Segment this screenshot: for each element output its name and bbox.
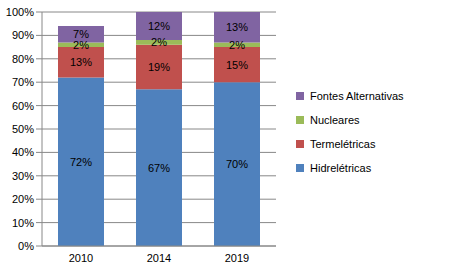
svg-text:90%: 90% — [12, 29, 34, 41]
svg-text:2%: 2% — [151, 36, 167, 48]
svg-text:0%: 0% — [18, 240, 34, 252]
svg-text:2%: 2% — [229, 39, 245, 51]
svg-text:50%: 50% — [12, 123, 34, 135]
svg-text:2%: 2% — [73, 39, 89, 51]
svg-text:10%: 10% — [12, 217, 34, 229]
svg-text:100%: 100% — [8, 6, 34, 18]
svg-text:13%: 13% — [226, 21, 248, 33]
html-text:Termelétricas: Termelétricas — [310, 137, 376, 150]
svg-text:20%: 20% — [12, 193, 34, 205]
svg-text:15%: 15% — [226, 59, 248, 71]
svg-text:13%: 13% — [70, 56, 92, 68]
html-text:Fontes Alternativas: Fontes Alternativas — [310, 89, 404, 102]
svg-text:2014: 2014 — [147, 252, 171, 264]
svg-text:30%: 30% — [12, 170, 34, 182]
svg-text:19%: 19% — [148, 61, 170, 73]
svg-text:80%: 80% — [12, 53, 34, 65]
svg-text:72%: 72% — [70, 156, 92, 168]
svg-text:7%: 7% — [73, 28, 89, 40]
svg-text:2019: 2019 — [225, 252, 249, 264]
svg-text:67%: 67% — [148, 162, 170, 174]
svg-text:12%: 12% — [148, 20, 170, 32]
html-text:Hidrelétricas: Hidrelétricas — [310, 161, 372, 174]
svg-text:60%: 60% — [12, 100, 34, 112]
html-text:Nucleares: Nucleares — [310, 113, 360, 126]
svg-text:70%: 70% — [226, 158, 248, 170]
svg-text:40%: 40% — [12, 146, 34, 158]
svg-text:70%: 70% — [12, 76, 34, 88]
svg-text:2010: 2010 — [69, 252, 93, 264]
